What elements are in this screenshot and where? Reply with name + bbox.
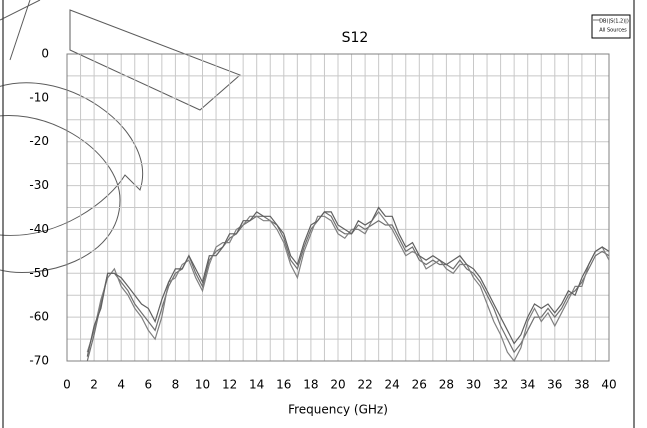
data-line — [86, 210, 610, 363]
watermark — [0, 0, 241, 273]
x-tick-label: 28 — [439, 378, 454, 392]
x-tick-label: 30 — [466, 378, 481, 392]
x-axis-label: Frequency (GHz) — [288, 403, 388, 417]
y-tick-label: -40 — [29, 222, 49, 236]
legend-box — [591, 14, 631, 39]
y-tick-label: -50 — [29, 266, 49, 280]
x-tick-label: 4 — [117, 378, 125, 392]
x-tick-label: 0 — [63, 378, 71, 392]
x-tick-label: 14 — [249, 378, 264, 392]
x-tick-label: 26 — [412, 378, 427, 392]
x-tick-label: 38 — [574, 378, 589, 392]
legend-subtitle: All Sources — [599, 28, 627, 34]
legend-entry: DB(|S(1,2)|) — [599, 19, 629, 25]
y-tick-label: -30 — [29, 178, 49, 192]
y-tick-label: -10 — [29, 90, 49, 104]
x-tick-label: 6 — [144, 378, 152, 392]
x-tick-label: 12 — [222, 378, 237, 392]
x-tick-label: 36 — [547, 378, 562, 392]
x-tick-label: 40 — [601, 378, 616, 392]
x-tick-label: 16 — [276, 378, 291, 392]
data-line — [86, 206, 610, 357]
x-tick-label: 20 — [330, 378, 345, 392]
x-tick-label: 8 — [172, 378, 180, 392]
x-tick-label: 22 — [357, 378, 372, 392]
x-tick-label: 2 — [90, 378, 98, 392]
x-tick-label: 18 — [303, 378, 318, 392]
chart-title: S12 — [342, 30, 369, 46]
plot-frame — [66, 53, 610, 362]
x-tick-label: 10 — [195, 378, 210, 392]
x-tick-label: 34 — [520, 378, 535, 392]
x-tick-label: 32 — [493, 378, 508, 392]
y-tick-label: -60 — [29, 310, 49, 324]
y-tick-label: -20 — [29, 134, 49, 148]
x-tick-label: 24 — [385, 378, 400, 392]
y-tick-label: 0 — [41, 47, 49, 61]
y-tick-label: -70 — [29, 354, 49, 368]
